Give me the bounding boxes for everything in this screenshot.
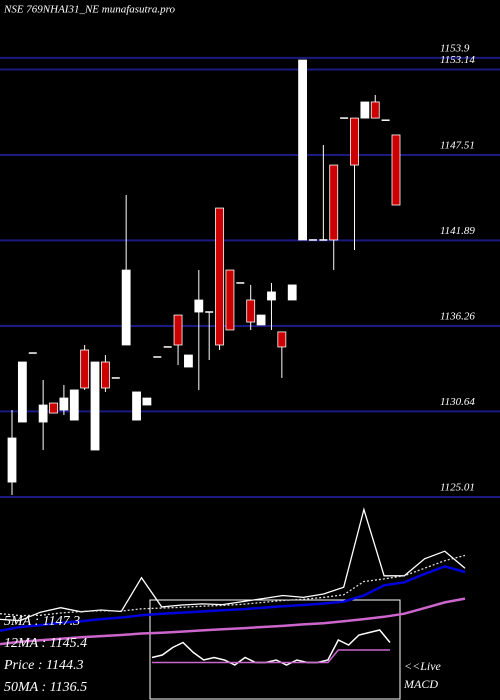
legend-label: Price : 1144.3: [3, 658, 83, 673]
candle-body: [184, 354, 193, 368]
line: [0, 554, 466, 617]
candle-body: [194, 299, 204, 313]
candle-body: [69, 389, 79, 421]
y-tick-label: 1153.9: [440, 42, 470, 54]
candle-body: [121, 269, 131, 346]
candle-body: [49, 402, 58, 414]
annotation: <<Live: [404, 659, 442, 673]
candle-body: [370, 101, 380, 119]
y-tick-label: 1125.01: [440, 481, 475, 493]
line: [152, 649, 390, 664]
y-tick-label: 1136.26: [440, 311, 475, 323]
y-tick-label: 1141.89: [440, 225, 475, 237]
annotation: MACD: [403, 677, 438, 691]
y-tick-label: 1153.14: [440, 54, 475, 66]
candle-body: [225, 269, 235, 331]
candle-body: [277, 331, 287, 348]
y-tick-label: 1130.64: [440, 396, 475, 408]
line: [151, 629, 391, 666]
legend-label: 12MA : 1145.4: [4, 636, 87, 651]
candle-body: [215, 207, 224, 346]
line: [0, 507, 466, 622]
candle-body: [246, 299, 256, 323]
candle-body: [132, 391, 141, 421]
candle-body: [267, 291, 276, 301]
candle-body: [287, 284, 297, 301]
candle-body: [329, 164, 339, 241]
candle-body: [298, 59, 307, 241]
candle-body: [59, 397, 69, 411]
candle-body: [80, 349, 90, 389]
line: [0, 597, 466, 646]
macd-frame: [149, 599, 401, 700]
candle-body: [360, 101, 370, 119]
candle-body: [142, 397, 152, 406]
legend-label: 5MA : 1147.3: [4, 614, 80, 629]
candle-body: [7, 437, 17, 483]
line: [0, 565, 466, 633]
candle-body: [350, 117, 359, 166]
candle-body: [101, 361, 110, 389]
candle-body: [391, 134, 401, 206]
candle-body: [173, 314, 183, 346]
candle-body: [17, 361, 27, 423]
y-tick-label: 1147.51: [440, 140, 475, 152]
candle-body: [38, 404, 48, 423]
chart-title: NSE 769NHAI31_NE munafasutra.pro: [3, 4, 176, 16]
legend-label: 50MA : 1136.5: [4, 680, 87, 695]
candle-body: [256, 314, 266, 326]
candle-body: [90, 361, 100, 451]
